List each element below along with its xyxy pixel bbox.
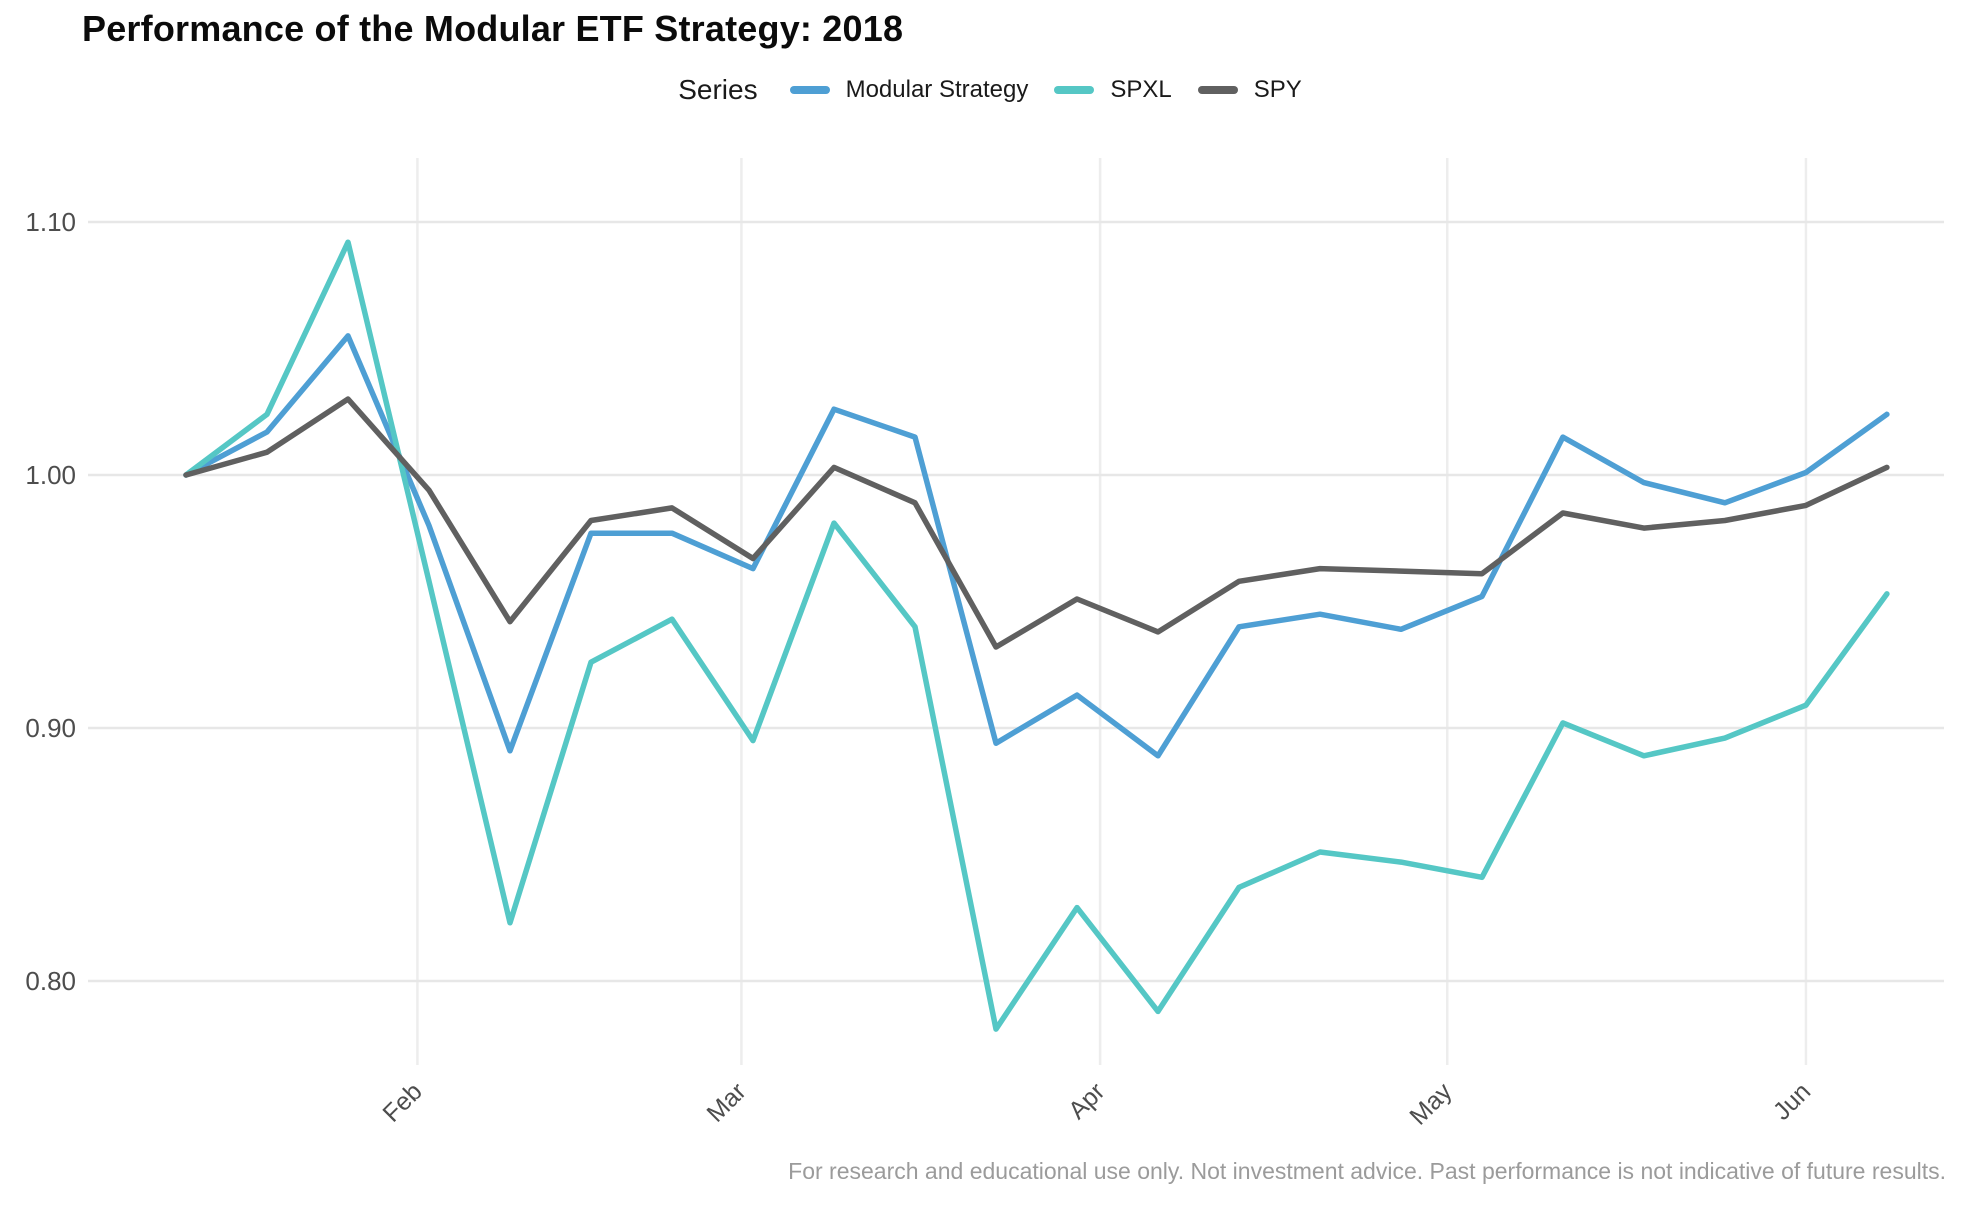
legend-label-spy: SPY — [1253, 76, 1302, 103]
series-line-spy — [183, 396, 1890, 650]
x-tick-label-mar: Mar — [701, 1077, 751, 1127]
series-line-modular-strategy — [183, 333, 1890, 759]
x-tick-label-apr: Apr — [1063, 1077, 1110, 1124]
legend-item-spxl: SPXL — [1054, 76, 1172, 104]
legend-item-spy: SPY — [1197, 76, 1302, 104]
series-line-spxl — [183, 239, 1890, 1032]
y-tick-label-1.10: 1.10 — [25, 207, 76, 237]
legend-swatch-spxl-icon — [1054, 86, 1095, 94]
y-tick-label-1.00: 1.00 — [25, 460, 76, 490]
legend-label-spxl: SPXL — [1110, 76, 1172, 103]
legend-swatch-modular-strategy-icon — [789, 86, 830, 94]
disclaimer-text: For research and educational use only. N… — [788, 1158, 1946, 1184]
x-tick-label-jun: Jun — [1768, 1077, 1816, 1125]
legend-swatch-spy-icon — [1197, 86, 1238, 94]
chart-title: Performance of the Modular ETF Strategy:… — [82, 8, 904, 49]
x-tick-label-may: May — [1404, 1077, 1458, 1131]
legend-item-modular-strategy: Modular Strategy — [789, 76, 1029, 104]
legend: Series Modular Strategy SPXL SPY — [0, 74, 1980, 106]
x-tick-label-feb: Feb — [377, 1077, 427, 1127]
legend-title: Series — [678, 74, 758, 105]
legend-label-modular-strategy: Modular Strategy — [845, 76, 1029, 103]
y-tick-label-0.80: 0.80 — [25, 966, 76, 996]
y-tick-label-0.90: 0.90 — [25, 713, 76, 743]
